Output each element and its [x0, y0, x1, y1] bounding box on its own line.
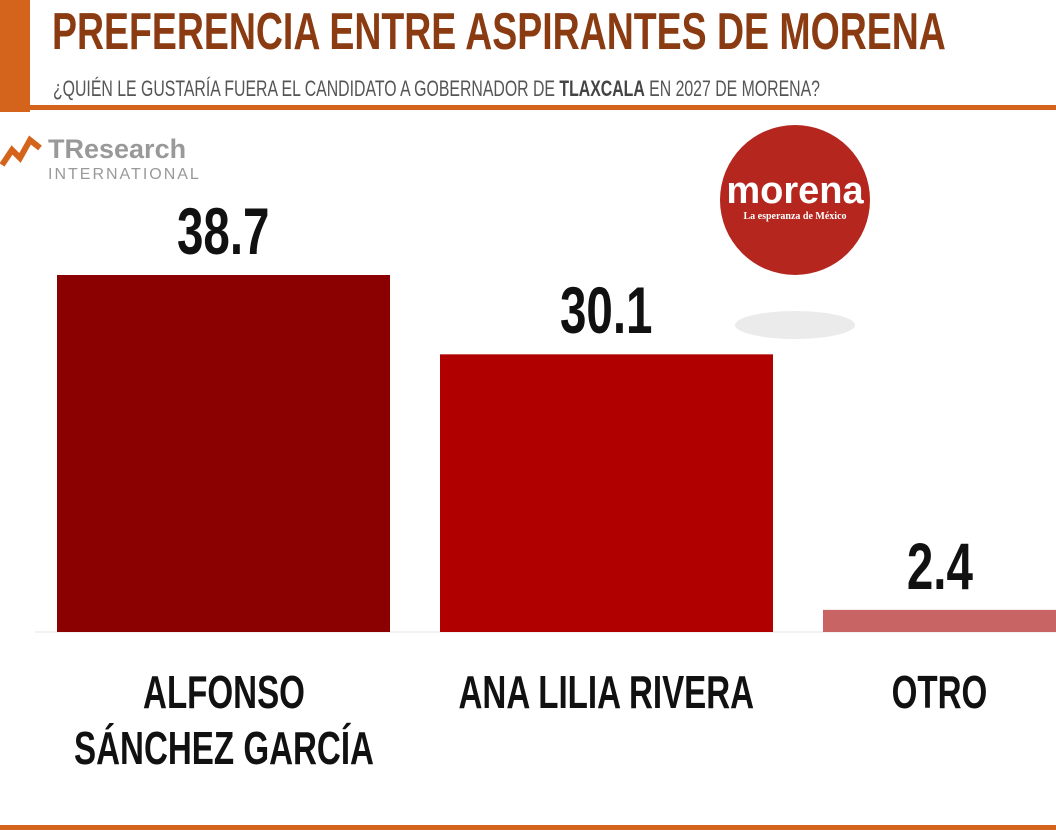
x-tick-label-wrap: ALFONSO SÁNCHEZ GARCÍA	[9, 664, 439, 776]
bar	[823, 609, 1056, 632]
value-label: 38.7	[177, 194, 270, 268]
party-logo	[720, 125, 870, 275]
subtitle-part: ¿QUIÉN LE GUSTARÍA FUERA EL CANDIDATO A …	[53, 76, 560, 101]
x-tick-label: ANA LILIA RIVERA	[458, 666, 755, 718]
x-tick-label: OTRO	[891, 666, 988, 718]
footer-rule	[0, 825, 1056, 830]
brand-sub: INTERNATIONAL	[48, 166, 201, 183]
header-rule	[30, 105, 1056, 110]
brand-name: TResearch	[48, 134, 186, 164]
party-tagline: La esperanza de México	[743, 211, 846, 222]
party-name: morena	[726, 170, 864, 212]
value-label: 30.1	[560, 273, 653, 348]
title-wrap: PREFERENCIA ENTRE ASPIRANTES DE MORENA	[52, 2, 1056, 62]
value-label: 2.4	[906, 528, 973, 603]
value-label-wrap: 2.4	[790, 528, 1056, 604]
chart-title: PREFERENCIA ENTRE ASPIRANTES DE MORENA	[52, 3, 946, 61]
accent-bar	[0, 0, 30, 112]
x-tick-label-wrap: OTRO	[680, 664, 1056, 720]
bar	[440, 354, 773, 632]
brand-icon	[0, 135, 42, 167]
subtitle-part: EN 2027 DE MORENA?	[644, 76, 820, 101]
subtitle: ¿QUIÉN LE GUSTARÍA FUERA EL CANDIDATO A …	[53, 76, 1056, 102]
value-label-wrap: 30.1	[457, 272, 757, 348]
x-tick-label: ALFONSO SÁNCHEZ GARCÍA	[73, 666, 374, 774]
subtitle-part: TLAXCALA	[559, 76, 645, 101]
x-tick-label-wrap: ANA LILIA RIVERA	[347, 664, 867, 720]
value-label-wrap: 38.7	[74, 193, 374, 269]
logo-shadow	[735, 311, 855, 339]
bar	[57, 275, 390, 632]
